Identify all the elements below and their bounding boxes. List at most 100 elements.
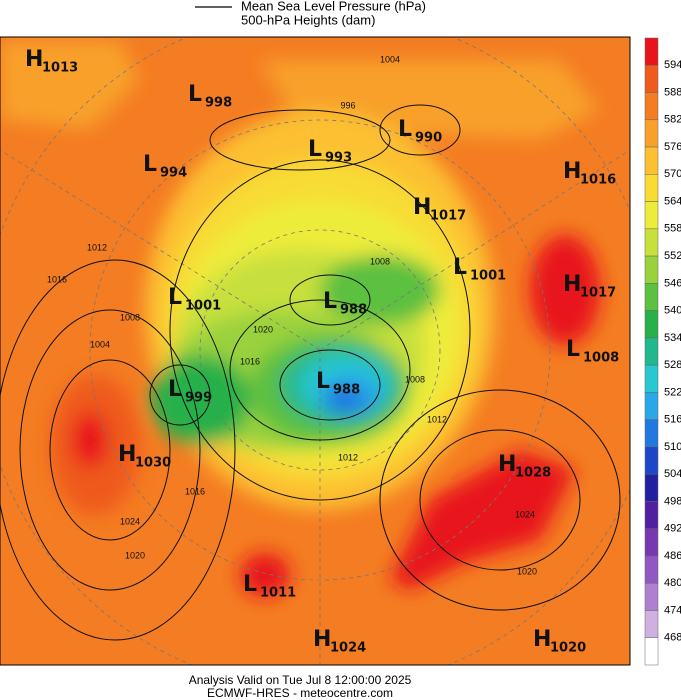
center-type: L (566, 337, 580, 362)
center-type: H (413, 195, 431, 220)
center-type: L (143, 152, 157, 177)
center-value: 1030 (135, 456, 171, 471)
colorbar-cell (644, 364, 659, 393)
colorbar-label: 564 (664, 195, 681, 207)
colorbar-cell (644, 283, 659, 311)
center-value: 988 (340, 303, 367, 318)
colorbar-label: 492 (664, 523, 681, 535)
isobar-label: 1012 (87, 242, 107, 252)
isobar-label: 1012 (427, 414, 447, 424)
center-value: 990 (415, 131, 442, 146)
colorbar-cell (644, 174, 659, 202)
center-value: 1011 (260, 586, 296, 601)
legend-line-label: Mean Sea Level Pressure (hPa) (241, 0, 426, 13)
colorbar-cell (644, 310, 659, 339)
colorbar-cell (644, 419, 659, 448)
center-value: 1008 (583, 351, 619, 366)
colorbar-label: 498 (664, 495, 681, 507)
center-value: 1001 (185, 299, 221, 314)
center-value: 1017 (580, 286, 616, 301)
isobar-label: 1008 (405, 374, 425, 384)
center-type: L (398, 117, 412, 142)
isobar-label: 1024 (515, 509, 535, 519)
center-type: H (533, 627, 551, 652)
colorbar-label: 468 (664, 632, 681, 644)
colorbar-cell (644, 446, 659, 475)
colorbar-label: 558 (664, 223, 681, 235)
isobar-label: 1016 (47, 274, 67, 284)
colorbar-label: 522 (664, 386, 681, 398)
colorbar-cell (644, 228, 659, 257)
colorbar-cell (644, 610, 659, 638)
colorbar-cell (644, 201, 659, 230)
colorbar-label: 594 (664, 59, 681, 71)
colorbar-label: 480 (664, 577, 681, 589)
colorbar-label: 576 (664, 141, 681, 153)
colorbar-label: 582 (664, 114, 681, 126)
center-type: L (243, 572, 257, 597)
center-type: H (563, 159, 581, 184)
isobar-label: 1020 (125, 550, 145, 560)
colorbar-label: 534 (664, 332, 681, 344)
colorbar-cell (644, 528, 659, 557)
center-type: L (188, 82, 202, 107)
center-type: L (453, 255, 467, 280)
center-type: H (313, 627, 331, 652)
isobar-label: 1016 (185, 486, 205, 496)
center-type: L (316, 369, 330, 394)
colorbar-cell (644, 37, 659, 66)
isobar-label: 1016 (240, 356, 260, 366)
center-type: L (168, 377, 182, 402)
colorbar-label: 528 (664, 359, 681, 371)
center-type: L (308, 137, 322, 162)
center-value: 999 (185, 391, 212, 406)
colorbar-label: 474 (664, 604, 681, 616)
center-value: 994 (160, 166, 187, 181)
center-type: H (498, 452, 516, 477)
center-value: 1028 (515, 466, 551, 481)
colorbar-label: 486 (664, 550, 681, 562)
colorbar-cell (644, 119, 659, 148)
isobar-label: 1020 (517, 566, 537, 576)
center-value: 1013 (42, 61, 78, 76)
isobar-label: 1004 (380, 54, 400, 64)
colorbar-label: 504 (664, 468, 681, 480)
colorbar-cell (644, 555, 659, 584)
center-type: H (563, 272, 581, 297)
colorbar-cell (644, 146, 659, 175)
footer-line: Analysis Valid on Tue Jul 8 12:00:00 202… (189, 673, 412, 687)
map (0, 37, 630, 665)
colorbar-cell (644, 92, 659, 121)
center-value: 1016 (580, 173, 616, 188)
colorbar-label: 552 (664, 250, 681, 262)
center-type: L (323, 289, 337, 314)
colorbar-cell (644, 255, 659, 284)
isobar-label: 1024 (120, 516, 140, 526)
colorbar-cell (644, 637, 659, 666)
colorbar-label: 570 (664, 168, 681, 180)
isobar-label: 1020 (253, 324, 273, 334)
isobar-label: 1008 (370, 256, 390, 266)
colorbar-cell (644, 501, 659, 529)
map-frame (0, 36, 631, 666)
colorbar-cell (644, 337, 659, 366)
colorbar-cell (644, 473, 659, 502)
colorbar-label: 510 (664, 441, 681, 453)
isobar-label: 1012 (338, 452, 358, 462)
colorbar-cell (644, 392, 659, 420)
center-type: H (118, 442, 136, 467)
legend-fill-label: 500-hPa Heights (dam) (241, 12, 375, 27)
center-value: 1024 (330, 641, 366, 656)
center-value: 988 (333, 383, 360, 398)
center-type: H (25, 47, 43, 72)
center-value: 1001 (470, 269, 506, 284)
footer-line: ECMWF-HRES - meteocentre.com (207, 686, 393, 700)
center-value: 993 (325, 151, 352, 166)
isobar-label: 996 (340, 100, 355, 110)
center-value: 1017 (430, 209, 466, 224)
isobar-label: 1008 (120, 312, 140, 322)
colorbar-label: 540 (664, 305, 681, 317)
center-value: 1020 (550, 641, 586, 656)
